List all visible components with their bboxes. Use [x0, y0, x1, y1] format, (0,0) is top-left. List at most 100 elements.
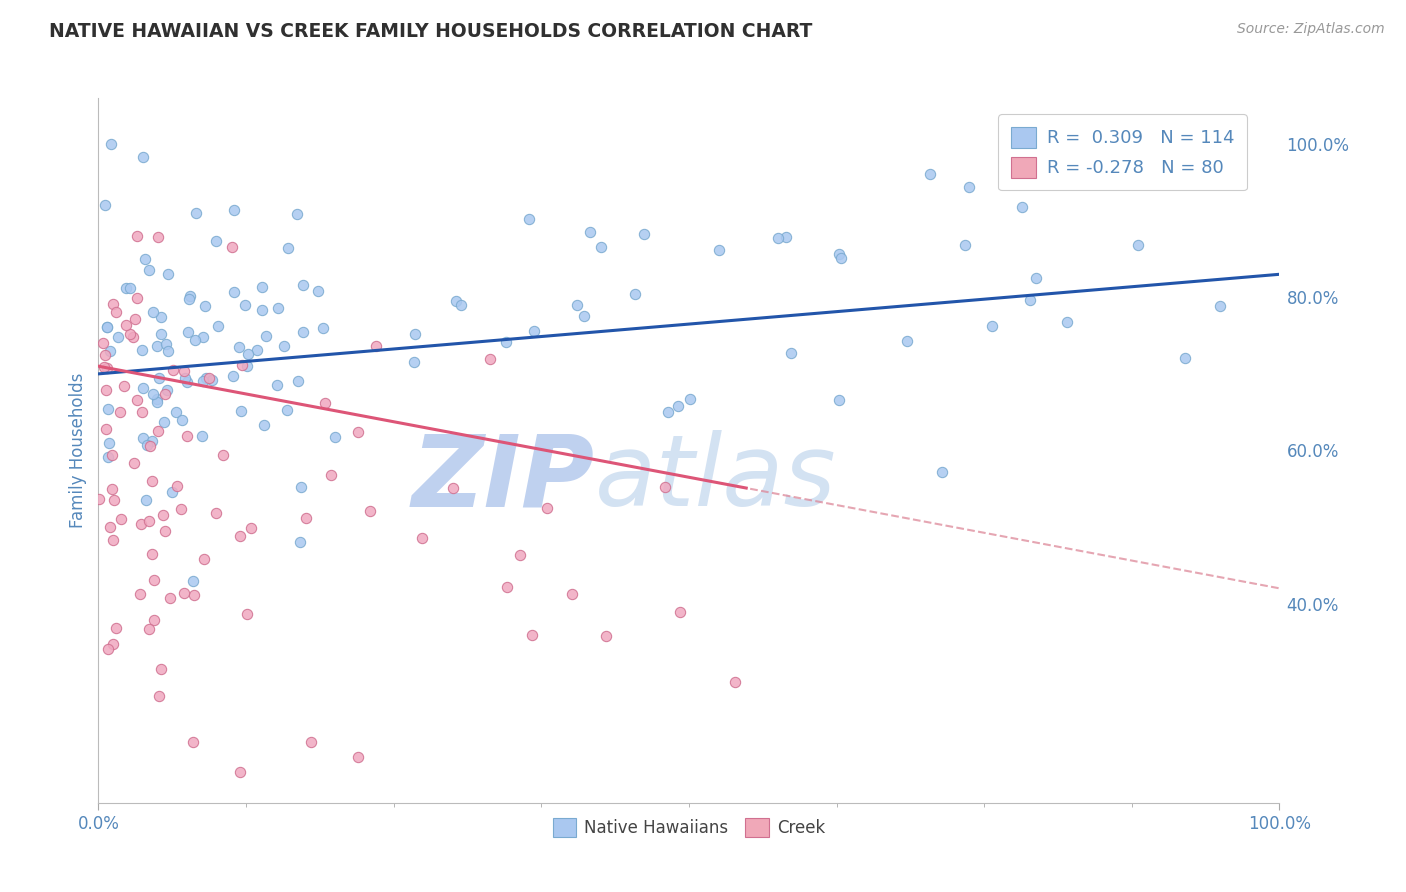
- Point: [142, 305, 165, 319]
- Point: [654, 480, 676, 494]
- Point: [495, 335, 517, 350]
- Point: [828, 393, 851, 408]
- Point: [229, 765, 252, 780]
- Point: [148, 689, 170, 703]
- Point: [250, 280, 273, 294]
- Point: [153, 524, 176, 538]
- Point: [129, 517, 152, 532]
- Point: [957, 180, 980, 194]
- Point: [131, 404, 153, 418]
- Point: [98, 520, 121, 534]
- Point: [321, 468, 343, 483]
- Point: [207, 319, 229, 334]
- Point: [143, 574, 166, 588]
- Point: [190, 428, 212, 442]
- Point: [146, 424, 169, 438]
- Point: [159, 591, 181, 606]
- Text: NATIVE HAWAIIAN VS CREEK FAMILY HOUSEHOLDS CORRELATION CHART: NATIVE HAWAIIAN VS CREEK FAMILY HOUSEHOL…: [49, 22, 813, 41]
- Point: [120, 327, 142, 342]
- Point: [896, 334, 918, 348]
- Point: [96, 320, 118, 334]
- Point: [98, 435, 121, 450]
- Point: [579, 225, 602, 239]
- Point: [446, 293, 468, 308]
- Point: [236, 359, 259, 373]
- Point: [179, 293, 201, 307]
- Point: [141, 547, 163, 561]
- Point: [153, 415, 176, 429]
- Point: [520, 628, 543, 642]
- Point: [366, 339, 388, 353]
- Point: [222, 202, 245, 217]
- Point: [1011, 200, 1033, 214]
- Point: [572, 310, 595, 324]
- Point: [181, 734, 204, 748]
- Point: [155, 337, 177, 351]
- Point: [1209, 299, 1232, 313]
- Point: [97, 401, 120, 416]
- Point: [93, 348, 115, 362]
- Point: [523, 324, 546, 338]
- Point: [669, 605, 692, 619]
- Point: [176, 376, 198, 390]
- Point: [325, 429, 347, 443]
- Point: [96, 361, 118, 376]
- Point: [347, 749, 370, 764]
- Point: [953, 238, 976, 252]
- Point: [347, 425, 370, 439]
- Point: [132, 381, 155, 395]
- Point: [273, 339, 295, 353]
- Point: [314, 396, 336, 410]
- Point: [222, 285, 245, 299]
- Point: [162, 484, 184, 499]
- Point: [591, 240, 613, 254]
- Point: [450, 298, 472, 312]
- Point: [107, 329, 129, 343]
- Point: [266, 377, 288, 392]
- Point: [138, 514, 160, 528]
- Point: [312, 321, 335, 335]
- Point: [101, 533, 124, 548]
- Point: [94, 422, 117, 436]
- Point: [120, 280, 142, 294]
- Point: [149, 662, 172, 676]
- Point: [193, 552, 215, 566]
- Point: [122, 330, 145, 344]
- Point: [146, 392, 169, 406]
- Point: [148, 371, 170, 385]
- Point: [276, 402, 298, 417]
- Point: [173, 586, 195, 600]
- Point: [110, 405, 132, 419]
- Point: [170, 502, 193, 516]
- Point: [193, 299, 215, 313]
- Point: [560, 587, 582, 601]
- Point: [404, 326, 426, 341]
- Point: [128, 587, 150, 601]
- Point: [101, 296, 124, 310]
- Point: [254, 329, 277, 343]
- Point: [267, 301, 290, 315]
- Point: [100, 448, 122, 462]
- Point: [94, 198, 117, 212]
- Point: [201, 373, 224, 387]
- Point: [509, 549, 531, 563]
- Point: [170, 413, 193, 427]
- Point: [152, 508, 174, 522]
- Point: [105, 621, 128, 635]
- Point: [193, 374, 215, 388]
- Point: [633, 227, 655, 241]
- Point: [157, 267, 180, 281]
- Point: [766, 231, 789, 245]
- Text: Source: ZipAtlas.com: Source: ZipAtlas.com: [1237, 22, 1385, 37]
- Point: [100, 344, 122, 359]
- Point: [519, 211, 541, 226]
- Point: [146, 339, 169, 353]
- Point: [179, 289, 201, 303]
- Point: [132, 431, 155, 445]
- Point: [1056, 315, 1078, 329]
- Point: [291, 325, 314, 339]
- Point: [404, 355, 426, 369]
- Point: [191, 330, 214, 344]
- Point: [359, 504, 381, 518]
- Point: [233, 297, 256, 311]
